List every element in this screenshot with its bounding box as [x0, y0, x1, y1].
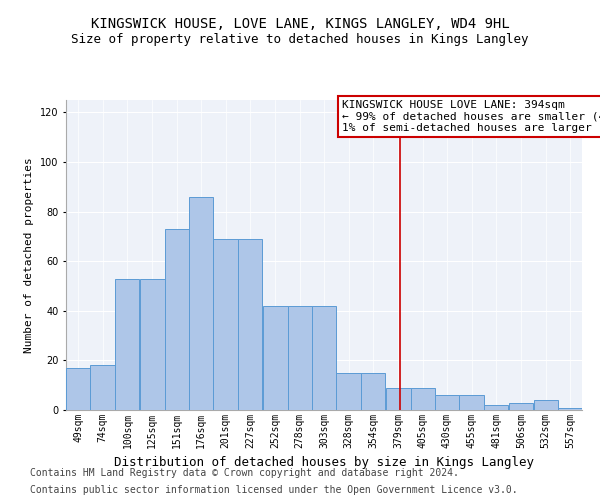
Bar: [288, 306, 312, 410]
Bar: [165, 229, 189, 410]
Text: Contains HM Land Registry data © Crown copyright and database right 2024.: Contains HM Land Registry data © Crown c…: [30, 468, 459, 477]
Bar: [558, 408, 582, 410]
Y-axis label: Number of detached properties: Number of detached properties: [25, 157, 34, 353]
Bar: [189, 196, 213, 410]
Bar: [411, 388, 435, 410]
Bar: [115, 278, 139, 410]
Text: Contains public sector information licensed under the Open Government Licence v3: Contains public sector information licen…: [30, 485, 518, 495]
Bar: [312, 306, 336, 410]
Bar: [238, 239, 262, 410]
Bar: [66, 368, 90, 410]
Bar: [534, 400, 557, 410]
X-axis label: Distribution of detached houses by size in Kings Langley: Distribution of detached houses by size …: [114, 456, 534, 469]
Bar: [336, 373, 361, 410]
Bar: [361, 373, 385, 410]
Bar: [459, 395, 484, 410]
Text: KINGSWICK HOUSE LOVE LANE: 394sqm
← 99% of detached houses are smaller (419)
1% : KINGSWICK HOUSE LOVE LANE: 394sqm ← 99% …: [342, 100, 600, 133]
Text: Size of property relative to detached houses in Kings Langley: Size of property relative to detached ho…: [71, 32, 529, 46]
Bar: [386, 388, 410, 410]
Bar: [435, 395, 459, 410]
Bar: [509, 402, 533, 410]
Bar: [263, 306, 287, 410]
Bar: [484, 405, 508, 410]
Bar: [213, 239, 238, 410]
Bar: [91, 366, 115, 410]
Text: KINGSWICK HOUSE, LOVE LANE, KINGS LANGLEY, WD4 9HL: KINGSWICK HOUSE, LOVE LANE, KINGS LANGLE…: [91, 18, 509, 32]
Bar: [140, 278, 164, 410]
